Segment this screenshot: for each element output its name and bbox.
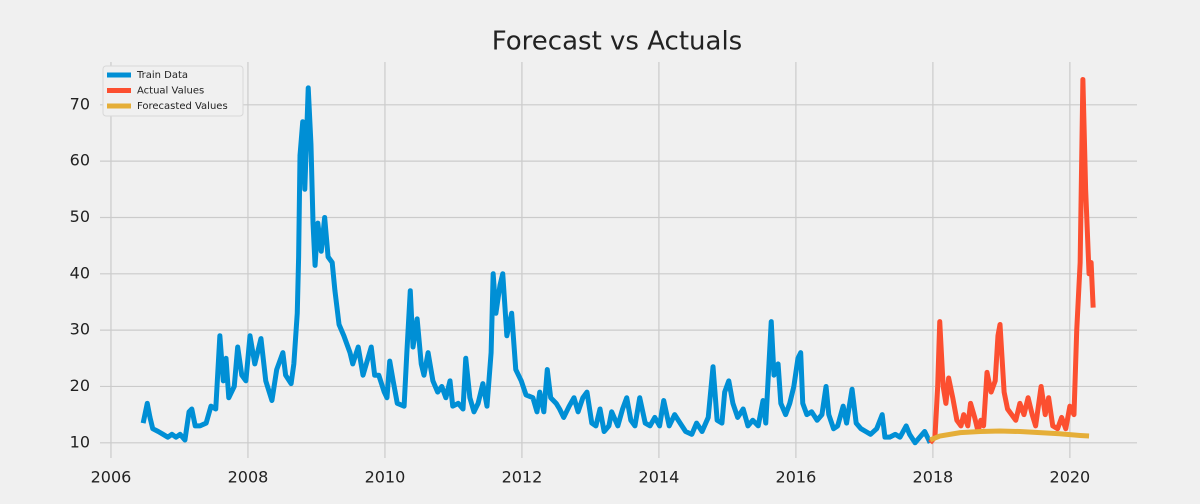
x-tick-label: 2010 <box>365 468 406 487</box>
y-tick-label: 20 <box>70 376 90 395</box>
x-tick-label: 2018 <box>913 468 954 487</box>
data-line <box>140 85 933 446</box>
legend: Train Data Actual Values Forecasted Values <box>102 65 244 117</box>
grid <box>100 62 1137 458</box>
y-tick-label: 70 <box>70 94 90 113</box>
chart-title: Forecast vs Actuals <box>492 27 742 57</box>
x-tick-label: 2014 <box>639 468 680 487</box>
data-line <box>928 76 1096 445</box>
legend-label: Forecasted Values <box>137 101 228 112</box>
legend-label: Actual Values <box>137 86 204 97</box>
legend-label: Train Data <box>136 70 188 81</box>
y-tick-label: 60 <box>70 151 90 170</box>
x-tick-label: 2020 <box>1050 468 1091 487</box>
x-tick-label: 2016 <box>776 468 817 487</box>
y-tick-label: 50 <box>70 207 90 226</box>
y-tick-label: 30 <box>70 320 90 339</box>
y-tick-label: 40 <box>70 263 90 282</box>
y-tick-label: 10 <box>70 432 90 451</box>
x-tick-label: 2012 <box>502 468 543 487</box>
x-tick-label: 2008 <box>228 468 269 487</box>
data-line <box>929 428 1090 443</box>
legend-box <box>102 65 244 117</box>
x-tick-label: 2006 <box>91 468 132 487</box>
